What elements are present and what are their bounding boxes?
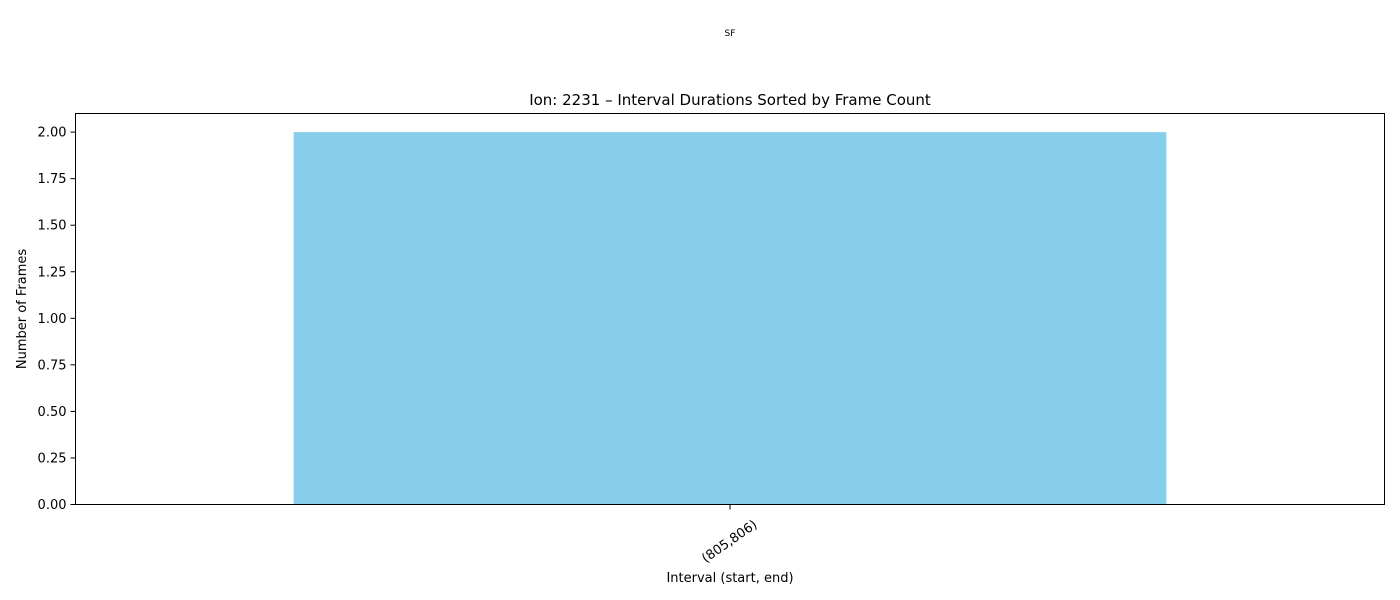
y-tick-label-5: 1.25 — [38, 265, 67, 280]
bars-layer — [293, 132, 1167, 505]
x-axis-ticks: (805,806) — [699, 504, 760, 566]
y-axis-label: Number of Frames — [15, 249, 30, 370]
x-axis-label: Interval (start, end) — [666, 571, 793, 586]
y-tick-label-2: 0.50 — [38, 405, 67, 420]
y-tick-label-6: 1.50 — [38, 219, 67, 234]
x-tick-label-0: (805,806) — [699, 517, 760, 566]
figure-suptitle: SF — [725, 29, 736, 39]
y-tick-label-7: 1.75 — [38, 172, 67, 187]
y-tick-label-1: 0.25 — [38, 451, 67, 466]
chart-title: Ion: 2231 – Interval Durations Sorted by… — [529, 91, 931, 109]
y-tick-label-3: 0.75 — [38, 358, 67, 373]
y-axis-ticks: 0.00 0.25 0.50 0.75 1.00 1.25 1.50 1.75 2.00 — [38, 126, 76, 513]
plot-area-frame — [75, 113, 1385, 505]
y-tick-label-8: 2.00 — [38, 126, 67, 141]
y-tick-label-4: 1.00 — [38, 312, 67, 327]
y-tick-label-0: 0.00 — [38, 498, 67, 513]
bar-0 — [293, 132, 1167, 505]
